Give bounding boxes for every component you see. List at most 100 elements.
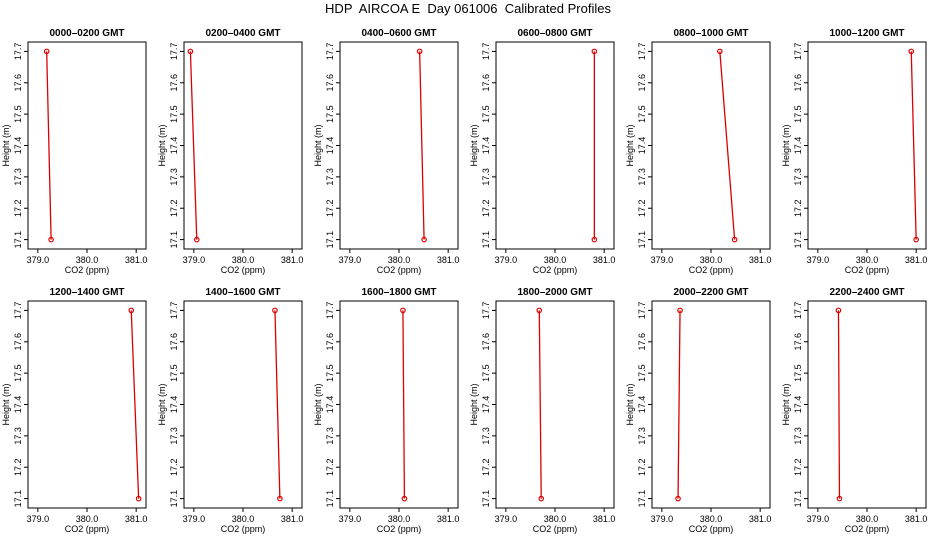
panel-11: 2000–2200 GMT 379.0 380.0 381.0 CO2 (ppm) 17.… xyxy=(625,287,771,534)
x-tick-label: 381.0 xyxy=(281,255,304,265)
x-tick-label: 380.0 xyxy=(232,514,255,524)
plot-frame xyxy=(183,300,303,509)
plot-frame xyxy=(807,41,927,250)
x-tick-label: 380.0 xyxy=(76,255,99,265)
data-point xyxy=(677,307,683,314)
data-point xyxy=(277,495,283,502)
y-tick-label: 17.1 xyxy=(481,231,491,249)
data-point xyxy=(536,307,543,314)
x-tick-label: 379.0 xyxy=(807,514,830,524)
y-tick-label: 17.1 xyxy=(169,231,179,249)
x-tick-label: 381.0 xyxy=(905,255,928,265)
y-tick-label: 17.2 xyxy=(481,199,491,217)
y-tick-label: 17.6 xyxy=(325,333,335,351)
x-axis-label: CO2 (ppm) xyxy=(377,524,422,534)
y-tick-label: 17.4 xyxy=(325,396,335,414)
y-axis-label: Height (m) xyxy=(625,383,635,425)
y-tick-label: 17.7 xyxy=(13,43,23,61)
profile-line xyxy=(677,310,681,499)
x-tick-label: 381.0 xyxy=(749,514,772,524)
y-tick-label: 17.7 xyxy=(637,43,647,61)
y-tick-label: 17.1 xyxy=(13,490,23,508)
y-axis-label: Height (m) xyxy=(469,124,479,166)
profile-line xyxy=(719,51,736,240)
panel-2: 0200–0400 GMT 379.0 380.0 381.0 CO2 (ppm) 17.… xyxy=(157,28,303,275)
x-axis-label: CO2 (ppm) xyxy=(65,265,110,275)
y-tick-label: 17.3 xyxy=(637,168,647,186)
y-tick-label: 17.7 xyxy=(169,43,179,61)
y-axis-label: Height (m) xyxy=(781,383,791,425)
x-tick-label: 380.0 xyxy=(76,514,99,524)
y-tick-label: 17.6 xyxy=(637,333,647,351)
y-tick-label: 17.4 xyxy=(169,137,179,155)
y-tick-label: 17.4 xyxy=(13,137,23,155)
profile-line xyxy=(837,310,841,499)
panel-title: 1400–1600 GMT xyxy=(205,287,280,298)
panel-4: 0600–0800 GMT 379.0 380.0 381.0 CO2 (ppm) 17.… xyxy=(469,28,615,275)
panel-12: 2200–2400 GMT 379.0 380.0 381.0 CO2 (ppm) 17.… xyxy=(781,287,927,534)
x-tick-label: 380.0 xyxy=(544,514,567,524)
plot-frame xyxy=(339,300,459,509)
y-tick-label: 17.1 xyxy=(793,231,803,249)
y-tick-label: 17.5 xyxy=(325,364,335,382)
x-tick-label: 379.0 xyxy=(339,255,362,265)
y-axis-label: Height (m) xyxy=(157,383,167,425)
x-axis-label: CO2 (ppm) xyxy=(689,265,734,275)
data-point xyxy=(43,48,50,55)
x-tick-label: 379.0 xyxy=(27,255,50,265)
y-tick-label: 17.1 xyxy=(325,490,335,508)
data-point xyxy=(591,236,598,243)
y-tick-label: 17.4 xyxy=(637,396,647,414)
y-tick-label: 17.6 xyxy=(481,333,491,351)
y-tick-label: 17.3 xyxy=(481,168,491,186)
y-tick-label: 17.5 xyxy=(637,105,647,123)
y-tick-label: 17.2 xyxy=(13,199,23,217)
y-tick-label: 17.3 xyxy=(325,427,335,445)
y-tick-label: 17.4 xyxy=(637,137,647,155)
y-tick-label: 17.2 xyxy=(169,199,179,217)
y-tick-label: 17.1 xyxy=(13,231,23,249)
x-tick-label: 379.0 xyxy=(495,514,518,524)
figure-title: HDP AIRCOA E Day 061006 Calibrated Profi… xyxy=(325,1,611,16)
data-point xyxy=(675,495,681,502)
y-tick-label: 17.6 xyxy=(13,74,23,92)
panel-1: 0000–0200 GMT 379.0 380.0 381.0 CO2 (ppm) 17.… xyxy=(1,28,147,275)
plot-frame xyxy=(339,41,459,250)
y-tick-label: 17.2 xyxy=(325,458,335,476)
y-tick-label: 17.2 xyxy=(169,458,179,476)
y-tick-label: 17.3 xyxy=(793,168,803,186)
data-point xyxy=(193,236,200,243)
x-tick-label: 379.0 xyxy=(27,514,50,524)
plot-frame xyxy=(651,300,771,509)
y-tick-label: 17.5 xyxy=(169,364,179,382)
y-tick-label: 17.6 xyxy=(481,74,491,92)
x-tick-label: 380.0 xyxy=(856,514,879,524)
x-tick-label: 379.0 xyxy=(183,255,206,265)
y-tick-label: 17.1 xyxy=(637,231,647,249)
y-tick-label: 17.7 xyxy=(325,302,335,320)
x-axis-label: CO2 (ppm) xyxy=(221,265,266,275)
x-tick-label: 379.0 xyxy=(339,514,362,524)
x-tick-label: 379.0 xyxy=(495,255,518,265)
profile-line xyxy=(538,310,542,499)
data-point xyxy=(421,236,427,243)
y-tick-label: 17.7 xyxy=(637,302,647,320)
y-tick-label: 17.6 xyxy=(13,333,23,351)
panel-title: 1000–1200 GMT xyxy=(829,28,904,39)
data-point xyxy=(717,48,723,55)
x-tick-label: 380.0 xyxy=(700,514,723,524)
x-tick-label: 381.0 xyxy=(905,514,928,524)
y-tick-label: 17.7 xyxy=(325,43,335,61)
profile-line xyxy=(402,310,406,499)
x-tick-label: 381.0 xyxy=(437,255,460,265)
panel-title: 1600–1800 GMT xyxy=(361,287,436,298)
x-axis-label: CO2 (ppm) xyxy=(221,524,266,534)
y-tick-label: 17.4 xyxy=(481,137,491,155)
y-tick-label: 17.4 xyxy=(169,396,179,414)
plot-frame xyxy=(651,41,771,250)
y-tick-label: 17.4 xyxy=(793,137,803,155)
y-tick-label: 17.6 xyxy=(169,74,179,92)
panel-title: 1800–2000 GMT xyxy=(517,287,592,298)
panel-5: 0800–1000 GMT 379.0 380.0 381.0 CO2 (ppm) 17.… xyxy=(625,28,771,275)
y-tick-label: 17.3 xyxy=(13,168,23,186)
